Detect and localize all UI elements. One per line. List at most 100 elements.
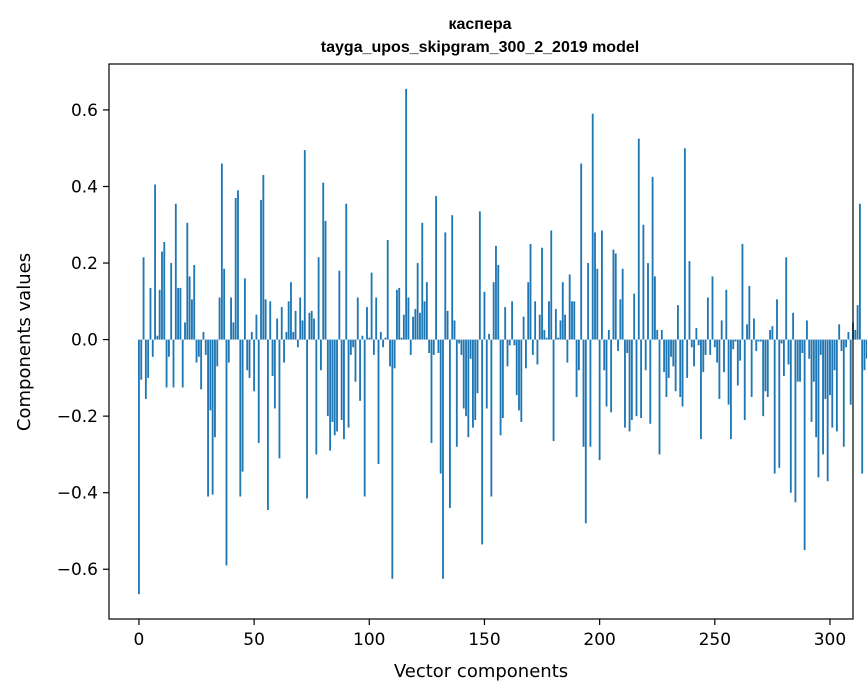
bar: [497, 264, 500, 340]
bar: [322, 182, 325, 340]
bar: [412, 316, 414, 340]
bar: [831, 339, 834, 428]
bar: [794, 339, 797, 503]
bar: [448, 339, 451, 508]
bar: [253, 339, 256, 392]
bar: [310, 310, 313, 340]
bar: [271, 339, 274, 376]
bar: [548, 301, 550, 340]
bar: [743, 339, 746, 420]
bar: [313, 318, 315, 340]
bar: [287, 301, 290, 340]
bar: [835, 339, 838, 432]
bar: [603, 339, 606, 371]
bar: [702, 339, 705, 373]
bar: [248, 339, 251, 378]
bar: [343, 339, 345, 440]
bar: [165, 339, 168, 388]
bar: [506, 339, 509, 367]
bar: [414, 308, 417, 340]
bar: [658, 339, 661, 455]
bar: [515, 339, 518, 396]
bar: [587, 263, 590, 340]
bar: [368, 337, 371, 340]
bar: [580, 163, 583, 340]
bar: [294, 310, 297, 340]
bar: [349, 339, 352, 355]
bar: [824, 339, 827, 399]
bar: [400, 337, 403, 340]
bar: [230, 297, 232, 340]
bar: [220, 163, 223, 340]
bar: [398, 287, 401, 340]
bar: [214, 339, 216, 438]
x-tick-label: 300: [814, 630, 846, 650]
bar: [663, 339, 666, 373]
bar: [485, 339, 488, 409]
bar: [840, 339, 843, 352]
bar: [200, 339, 203, 390]
y-axis-label: Components values: [14, 253, 35, 431]
bar: [656, 330, 659, 340]
bar: [732, 339, 735, 350]
bar: [796, 339, 799, 382]
bar: [276, 318, 279, 340]
bar: [700, 339, 702, 440]
bar: [462, 339, 465, 409]
bar: [534, 301, 537, 340]
bar: [476, 339, 479, 394]
bar: [234, 197, 237, 340]
bar: [746, 324, 748, 340]
bar: [361, 335, 364, 340]
bar: [626, 339, 629, 353]
bar: [778, 339, 781, 468]
bar: [759, 339, 762, 342]
bar: [407, 297, 410, 340]
bar: [511, 301, 514, 340]
bar: [651, 176, 654, 340]
bar: [446, 310, 449, 340]
bar: [232, 322, 235, 340]
bar: [780, 339, 783, 344]
bar: [363, 339, 366, 497]
bar: [495, 245, 497, 340]
bar: [331, 339, 334, 422]
bar: [739, 339, 742, 361]
bar: [144, 339, 147, 399]
y-tick-label: −0.2: [57, 407, 98, 427]
bar: [161, 251, 163, 340]
bar: [571, 301, 573, 340]
y-tick-label: 0.2: [71, 254, 98, 274]
bar: [184, 322, 186, 340]
bar: [409, 339, 412, 355]
bar: [856, 305, 859, 340]
bar: [679, 339, 682, 397]
bar: [267, 339, 269, 510]
bar: [541, 247, 543, 340]
bar: [628, 339, 631, 432]
bar: [829, 339, 831, 396]
bar: [554, 308, 557, 340]
bar: [826, 339, 829, 482]
bar: [299, 297, 302, 340]
bar: [610, 339, 613, 413]
bar: [269, 301, 272, 340]
bar: [326, 339, 329, 417]
bar: [757, 339, 760, 342]
bar: [352, 339, 355, 348]
bar: [356, 297, 359, 340]
bar: [771, 326, 774, 340]
bar: [354, 339, 357, 382]
bar: [296, 339, 299, 348]
bar: [478, 211, 481, 340]
bar: [693, 339, 695, 367]
bar: [359, 339, 361, 401]
bar: [642, 224, 645, 340]
bar: [324, 220, 327, 340]
bar: [637, 138, 640, 340]
bar: [706, 297, 709, 340]
bar: [594, 232, 596, 340]
bar: [223, 268, 226, 340]
bar: [861, 339, 864, 474]
bar: [753, 318, 755, 340]
